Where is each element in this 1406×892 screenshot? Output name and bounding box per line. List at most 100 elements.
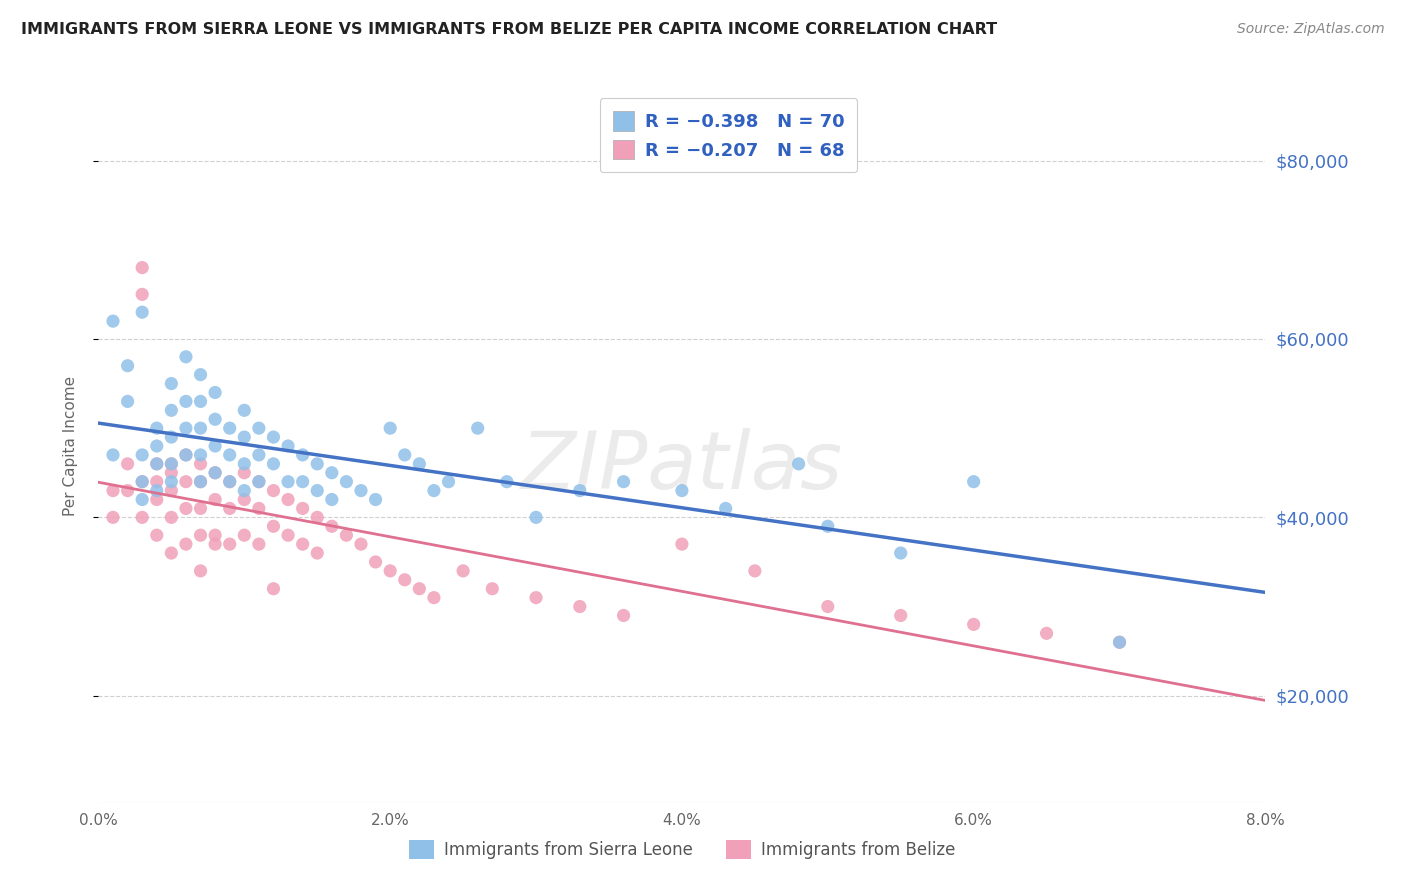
Point [262,519,284,533]
Point [817,599,839,614]
Point [380,564,402,578]
Point [262,582,284,596]
Point [146,457,169,471]
Point [291,475,314,489]
Point [890,546,912,560]
Point [394,448,416,462]
Point [307,457,329,471]
Point [307,546,329,560]
Point [160,403,183,417]
Point [247,475,270,489]
Point [568,483,591,498]
Point [190,457,212,471]
Point [277,475,299,489]
Point [160,376,183,391]
Point [262,457,284,471]
Point [174,537,197,551]
Point [671,483,693,498]
Y-axis label: Per Capita Income: Per Capita Income [63,376,77,516]
Point [277,492,299,507]
Point [204,385,226,400]
Point [744,564,766,578]
Point [218,448,240,462]
Point [101,314,124,328]
Point [190,394,212,409]
Point [1035,626,1057,640]
Point [233,430,256,444]
Point [612,475,634,489]
Point [204,537,226,551]
Point [131,492,153,507]
Point [962,617,984,632]
Point [174,448,197,462]
Point [247,475,270,489]
Point [321,519,343,533]
Point [437,475,460,489]
Point [962,475,984,489]
Point [233,403,256,417]
Point [131,305,153,319]
Point [174,350,197,364]
Point [117,359,139,373]
Point [612,608,634,623]
Point [291,537,314,551]
Point [247,501,270,516]
Point [174,501,197,516]
Point [204,466,226,480]
Point [218,475,240,489]
Point [218,537,240,551]
Point [160,510,183,524]
Point [890,608,912,623]
Point [1108,635,1130,649]
Point [131,475,153,489]
Point [394,573,416,587]
Point [190,448,212,462]
Point [481,582,503,596]
Point [247,537,270,551]
Point [174,421,197,435]
Point [423,483,446,498]
Point [131,475,153,489]
Point [146,421,169,435]
Point [101,510,124,524]
Point [190,475,212,489]
Point [233,466,256,480]
Point [817,519,839,533]
Point [146,439,169,453]
Point [524,591,547,605]
Point [160,430,183,444]
Point [364,492,387,507]
Point [160,546,183,560]
Text: ZIPatlas: ZIPatlas [520,428,844,507]
Point [131,287,153,301]
Point [277,439,299,453]
Point [218,501,240,516]
Point [204,412,226,426]
Point [190,564,212,578]
Point [146,483,169,498]
Point [204,528,226,542]
Point [117,483,139,498]
Point [671,537,693,551]
Point [146,457,169,471]
Point [174,448,197,462]
Point [307,510,329,524]
Point [335,528,357,542]
Point [160,483,183,498]
Point [160,466,183,480]
Point [174,475,197,489]
Point [131,448,153,462]
Point [568,599,591,614]
Legend: Immigrants from Sierra Leone, Immigrants from Belize: Immigrants from Sierra Leone, Immigrants… [402,834,962,866]
Point [364,555,387,569]
Point [496,475,519,489]
Point [131,260,153,275]
Point [190,528,212,542]
Point [160,457,183,471]
Point [146,492,169,507]
Point [277,528,299,542]
Point [218,475,240,489]
Point [233,492,256,507]
Point [247,448,270,462]
Point [321,466,343,480]
